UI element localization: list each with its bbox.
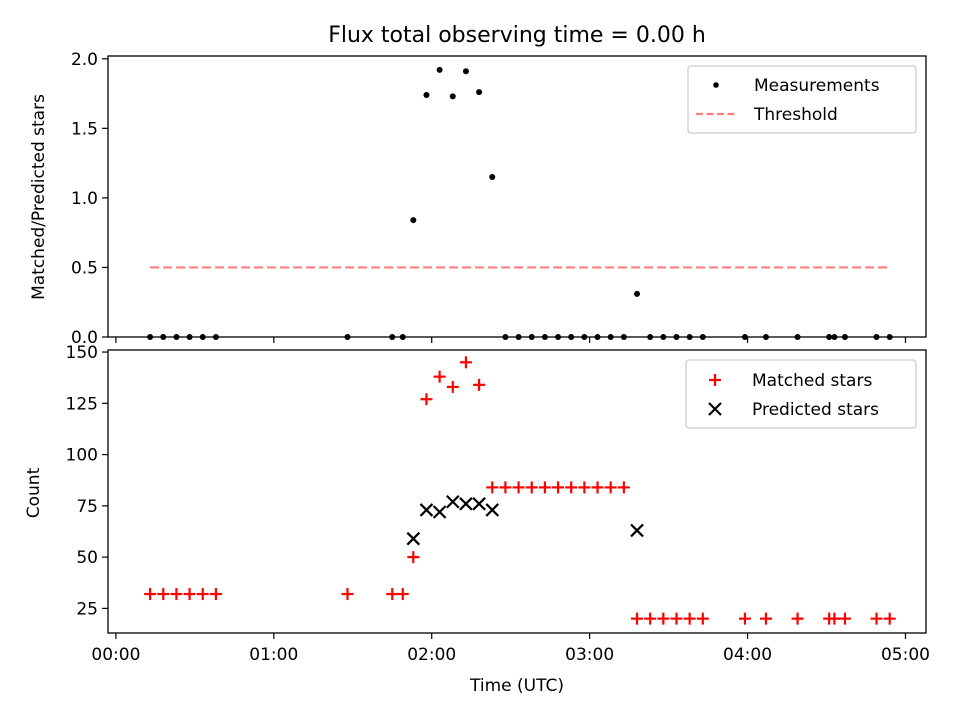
matched-star-point: [631, 612, 644, 625]
matched-star-point: [209, 588, 222, 601]
matched-star-point: [512, 481, 525, 494]
top-y-tick-label: 0.0: [71, 328, 98, 348]
legend-matched-marker: [709, 374, 721, 386]
bottom-y-tick-label: 125: [66, 394, 98, 414]
matched-star-point: [170, 588, 183, 601]
matched-star-point: [407, 551, 420, 564]
chart-title: Flux total observing time = 0.00 h: [328, 23, 706, 48]
matched-star-point: [617, 481, 630, 494]
predicted-star-point: [485, 503, 500, 517]
matched-star-point: [144, 588, 157, 601]
bottom-y-tick-label: 75: [76, 497, 98, 517]
bottom-y-tick-label: 50: [76, 548, 98, 568]
measurement-point: [634, 290, 641, 297]
matched-star-point: [683, 612, 696, 625]
predicted-star-point: [472, 497, 486, 511]
matched-star-point: [828, 612, 841, 625]
flux-ratio-panel: Flux total observing time = 0.00 h 0.00.…: [29, 23, 927, 348]
x-tick-label: 05:00: [881, 645, 930, 665]
bottom-y-tick-label: 100: [66, 446, 98, 466]
measurement-point: [436, 66, 443, 73]
measurement-point: [449, 93, 456, 100]
legend-matched-label: Matched stars: [752, 371, 872, 391]
matched-star-point: [565, 481, 578, 494]
bottom-data-marks: [144, 356, 896, 625]
matched-star-point: [499, 481, 512, 494]
matched-star-point: [670, 612, 683, 625]
top-y-tick-label: 0.5: [71, 258, 98, 278]
matched-star-point: [486, 481, 499, 494]
matched-star-point: [838, 612, 851, 625]
matched-star-point: [759, 612, 772, 625]
measurement-point: [462, 68, 469, 75]
bottom-y-tick-label: 25: [76, 599, 98, 619]
predicted-star-point: [419, 503, 434, 517]
legend-predicted-label: Predicted stars: [752, 400, 879, 420]
measurement-point: [423, 91, 430, 98]
top-y-tick-label: 1.5: [71, 119, 98, 139]
x-tick-label: 00:00: [91, 645, 140, 665]
bottom-legend: Matched stars Predicted stars: [685, 359, 917, 429]
measurement-point: [489, 174, 496, 181]
bottom-legend-box: [685, 359, 917, 429]
matched-star-point: [657, 612, 670, 625]
matched-star-point: [459, 356, 472, 369]
x-tick-label: 01:00: [249, 645, 298, 665]
predicted-star-point: [432, 505, 447, 519]
predicted-star-point: [459, 497, 473, 511]
matched-star-point: [386, 588, 399, 601]
bottom-y-axis-label: Count: [24, 467, 44, 518]
matched-star-point: [578, 481, 591, 494]
bottom-y-tick-label: 150: [66, 343, 98, 363]
matched-star-point: [644, 612, 657, 625]
matched-star-point: [473, 378, 486, 391]
predicted-star-point: [446, 494, 460, 509]
top-plot-frame: [107, 55, 927, 338]
x-tick-label: 04:00: [723, 645, 772, 665]
top-legend-box: [687, 65, 917, 134]
predicted-star-point: [630, 523, 644, 538]
top-legend: Measurements Threshold: [687, 65, 917, 134]
star-count-panel: 25 50 75 100 125 150 00:00 01:00 02:00 03:00 04:00…: [24, 343, 930, 696]
top-y-axis-label: Matched/Predicted stars: [29, 94, 49, 300]
matched-star-point: [791, 612, 804, 625]
matched-star-point: [604, 481, 617, 494]
matched-star-point: [341, 588, 354, 601]
measurement-point: [410, 217, 417, 224]
matched-star-point: [525, 481, 538, 494]
matched-star-point: [196, 588, 209, 601]
legend-measurements-label: Measurements: [754, 76, 880, 96]
matched-star-point: [738, 612, 751, 625]
legend-measurements-marker: [713, 82, 719, 88]
matched-star-point: [446, 380, 459, 393]
matched-star-point: [870, 612, 883, 625]
matched-star-point: [538, 481, 551, 494]
matched-star-point: [157, 588, 170, 601]
top-axes-layer: 0.0 0.5 1.0 1.5 2.0: [71, 50, 907, 348]
matched-star-point: [420, 393, 433, 406]
x-axis-label: Time (UTC): [469, 676, 564, 696]
x-tick-label: 02:00: [407, 645, 456, 665]
matched-star-point: [552, 481, 565, 494]
bottom-plot-frame: [107, 349, 927, 634]
legend-threshold-label: Threshold: [753, 105, 838, 125]
measurement-point: [476, 89, 483, 96]
matched-star-point: [183, 588, 196, 601]
bottom-axes-layer: 25 50 75 100 125 150 00:00 01:00 02:00 03:00 04:00…: [66, 343, 930, 665]
predicted-star-point: [406, 531, 421, 546]
top-y-tick-label: 1.0: [71, 189, 98, 209]
matched-star-point: [883, 612, 896, 625]
legend-predicted-marker: [708, 402, 722, 416]
x-tick-label: 03:00: [565, 645, 614, 665]
matched-star-point: [396, 588, 409, 601]
matched-star-point: [696, 612, 709, 625]
top-y-tick-label: 2.0: [71, 50, 98, 70]
matched-star-point: [591, 481, 604, 494]
matched-star-point: [433, 370, 446, 383]
